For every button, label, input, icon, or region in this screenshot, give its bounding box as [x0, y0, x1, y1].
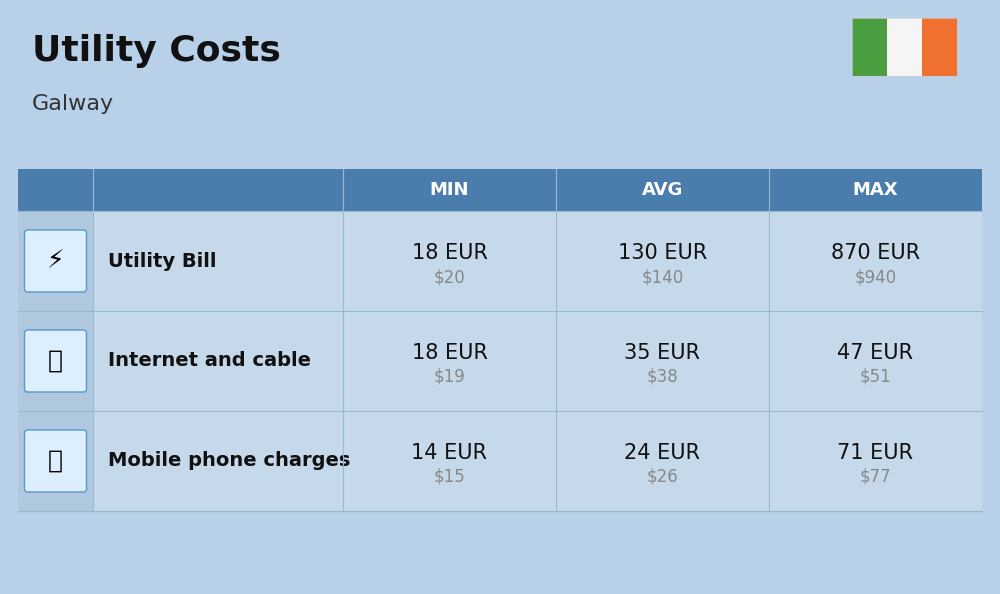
Text: 📱: 📱	[48, 449, 63, 473]
Text: 47 EUR: 47 EUR	[837, 343, 913, 363]
Text: 18 EUR: 18 EUR	[412, 243, 487, 263]
FancyBboxPatch shape	[887, 18, 922, 76]
Text: $77: $77	[860, 468, 891, 486]
Text: MIN: MIN	[430, 181, 469, 199]
Bar	[18, 169, 982, 211]
Bar	[93, 411, 982, 511]
Text: 130 EUR: 130 EUR	[618, 243, 707, 263]
Text: $38: $38	[647, 368, 678, 386]
Text: $26: $26	[647, 468, 678, 486]
FancyBboxPatch shape	[922, 18, 957, 76]
Text: $140: $140	[641, 268, 684, 286]
Text: $51: $51	[860, 368, 891, 386]
Text: $15: $15	[434, 468, 465, 486]
Text: Utility Costs: Utility Costs	[32, 34, 281, 68]
Text: 71 EUR: 71 EUR	[837, 443, 913, 463]
Text: Internet and cable: Internet and cable	[108, 352, 311, 371]
Bar	[93, 211, 982, 311]
Text: AVG: AVG	[642, 181, 683, 199]
Text: 14 EUR: 14 EUR	[412, 443, 487, 463]
Text: MAX: MAX	[853, 181, 898, 199]
Text: 📡: 📡	[48, 349, 63, 373]
Text: Utility Bill: Utility Bill	[108, 251, 216, 270]
Bar	[18, 411, 93, 511]
Text: ⚡: ⚡	[47, 249, 64, 273]
Bar	[18, 311, 93, 411]
Text: 35 EUR: 35 EUR	[624, 343, 700, 363]
Text: $19: $19	[434, 368, 465, 386]
Text: 870 EUR: 870 EUR	[831, 243, 920, 263]
FancyBboxPatch shape	[24, 430, 87, 492]
Text: 18 EUR: 18 EUR	[412, 343, 487, 363]
Text: Galway: Galway	[32, 94, 114, 114]
Bar	[18, 211, 93, 311]
Bar	[93, 311, 982, 411]
Text: $20: $20	[434, 268, 465, 286]
Text: $940: $940	[854, 268, 897, 286]
FancyBboxPatch shape	[852, 18, 887, 76]
FancyBboxPatch shape	[24, 330, 87, 392]
Text: 24 EUR: 24 EUR	[624, 443, 700, 463]
FancyBboxPatch shape	[24, 230, 87, 292]
Text: Mobile phone charges: Mobile phone charges	[108, 451, 350, 470]
